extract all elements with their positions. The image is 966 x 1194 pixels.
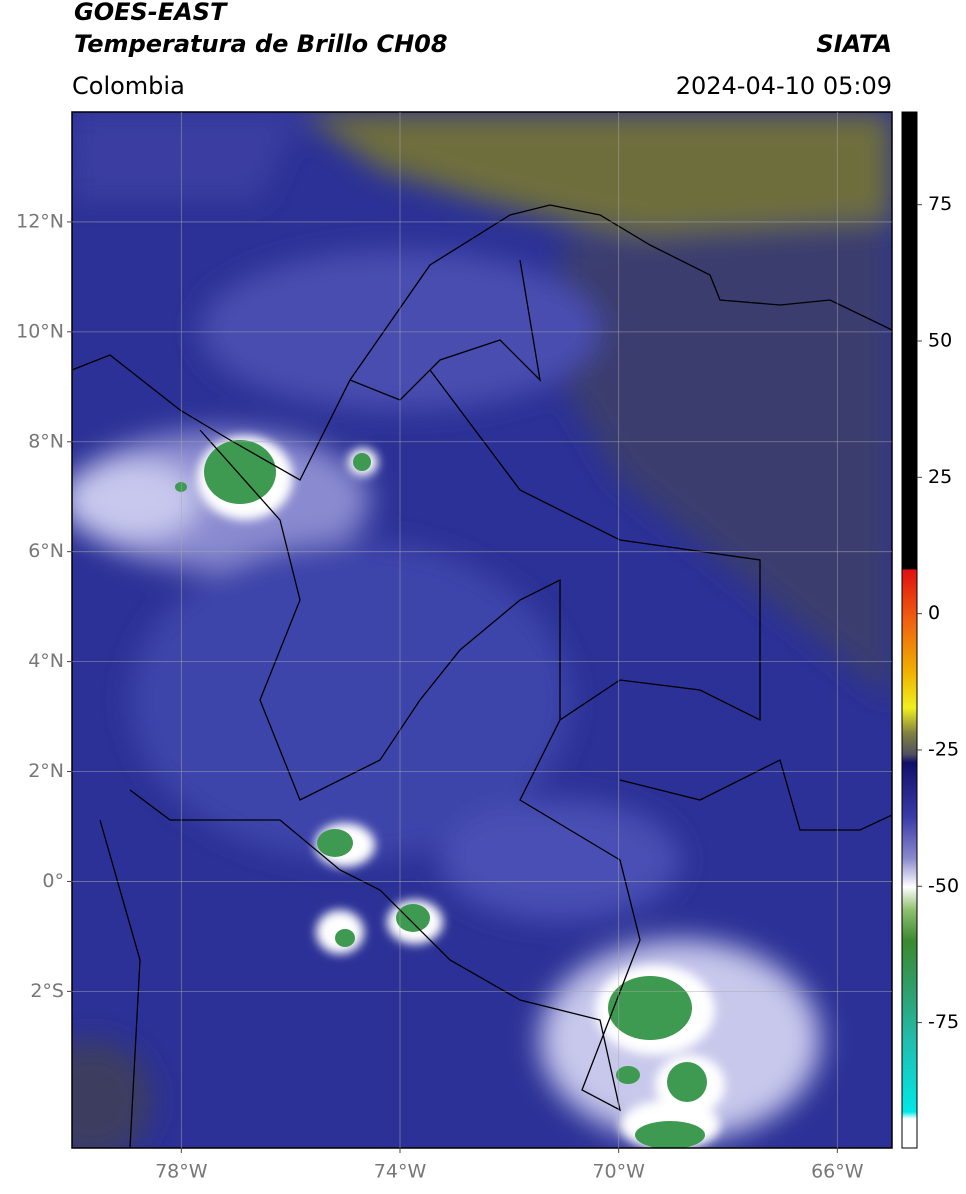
- colorbar: [901, 111, 918, 1149]
- satellite-image: [72, 112, 892, 1148]
- colorbar-tick-label: -50: [928, 875, 959, 897]
- x-tick-label: 66°W: [811, 1161, 864, 1183]
- y-tick-label: 6°N: [28, 540, 64, 562]
- colorbar-tick-label: -75: [928, 1011, 959, 1033]
- y-tick-label: 10°N: [16, 320, 64, 342]
- y-tick-label: 2°N: [28, 760, 64, 782]
- y-tick-label: 0°: [42, 870, 64, 892]
- colorbar-tick-label: 50: [928, 330, 952, 352]
- colorbar-tick-label: 75: [928, 193, 952, 215]
- source: SIATA: [816, 30, 892, 58]
- x-tick-label: 74°W: [374, 1161, 427, 1183]
- colorbar-tick-label: 0: [928, 602, 940, 624]
- datetime: 2024-04-10 05:09: [676, 72, 892, 100]
- colorbar-tick-label: 25: [928, 466, 952, 488]
- y-tick-label: 8°N: [28, 430, 64, 452]
- y-tick-label: 4°N: [28, 650, 64, 672]
- region: Colombia: [72, 72, 185, 100]
- x-tick-label: 70°W: [592, 1161, 645, 1183]
- map-frame: [71, 111, 893, 1149]
- title: GOES-EAST: [74, 0, 228, 26]
- colorbar-tick-label: -25: [928, 738, 959, 760]
- y-tick-label: 2°S: [30, 980, 64, 1002]
- y-tick-label: 12°N: [16, 210, 64, 232]
- subtitle: Temperatura de Brillo CH08: [74, 30, 448, 58]
- x-tick-label: 78°W: [155, 1161, 208, 1183]
